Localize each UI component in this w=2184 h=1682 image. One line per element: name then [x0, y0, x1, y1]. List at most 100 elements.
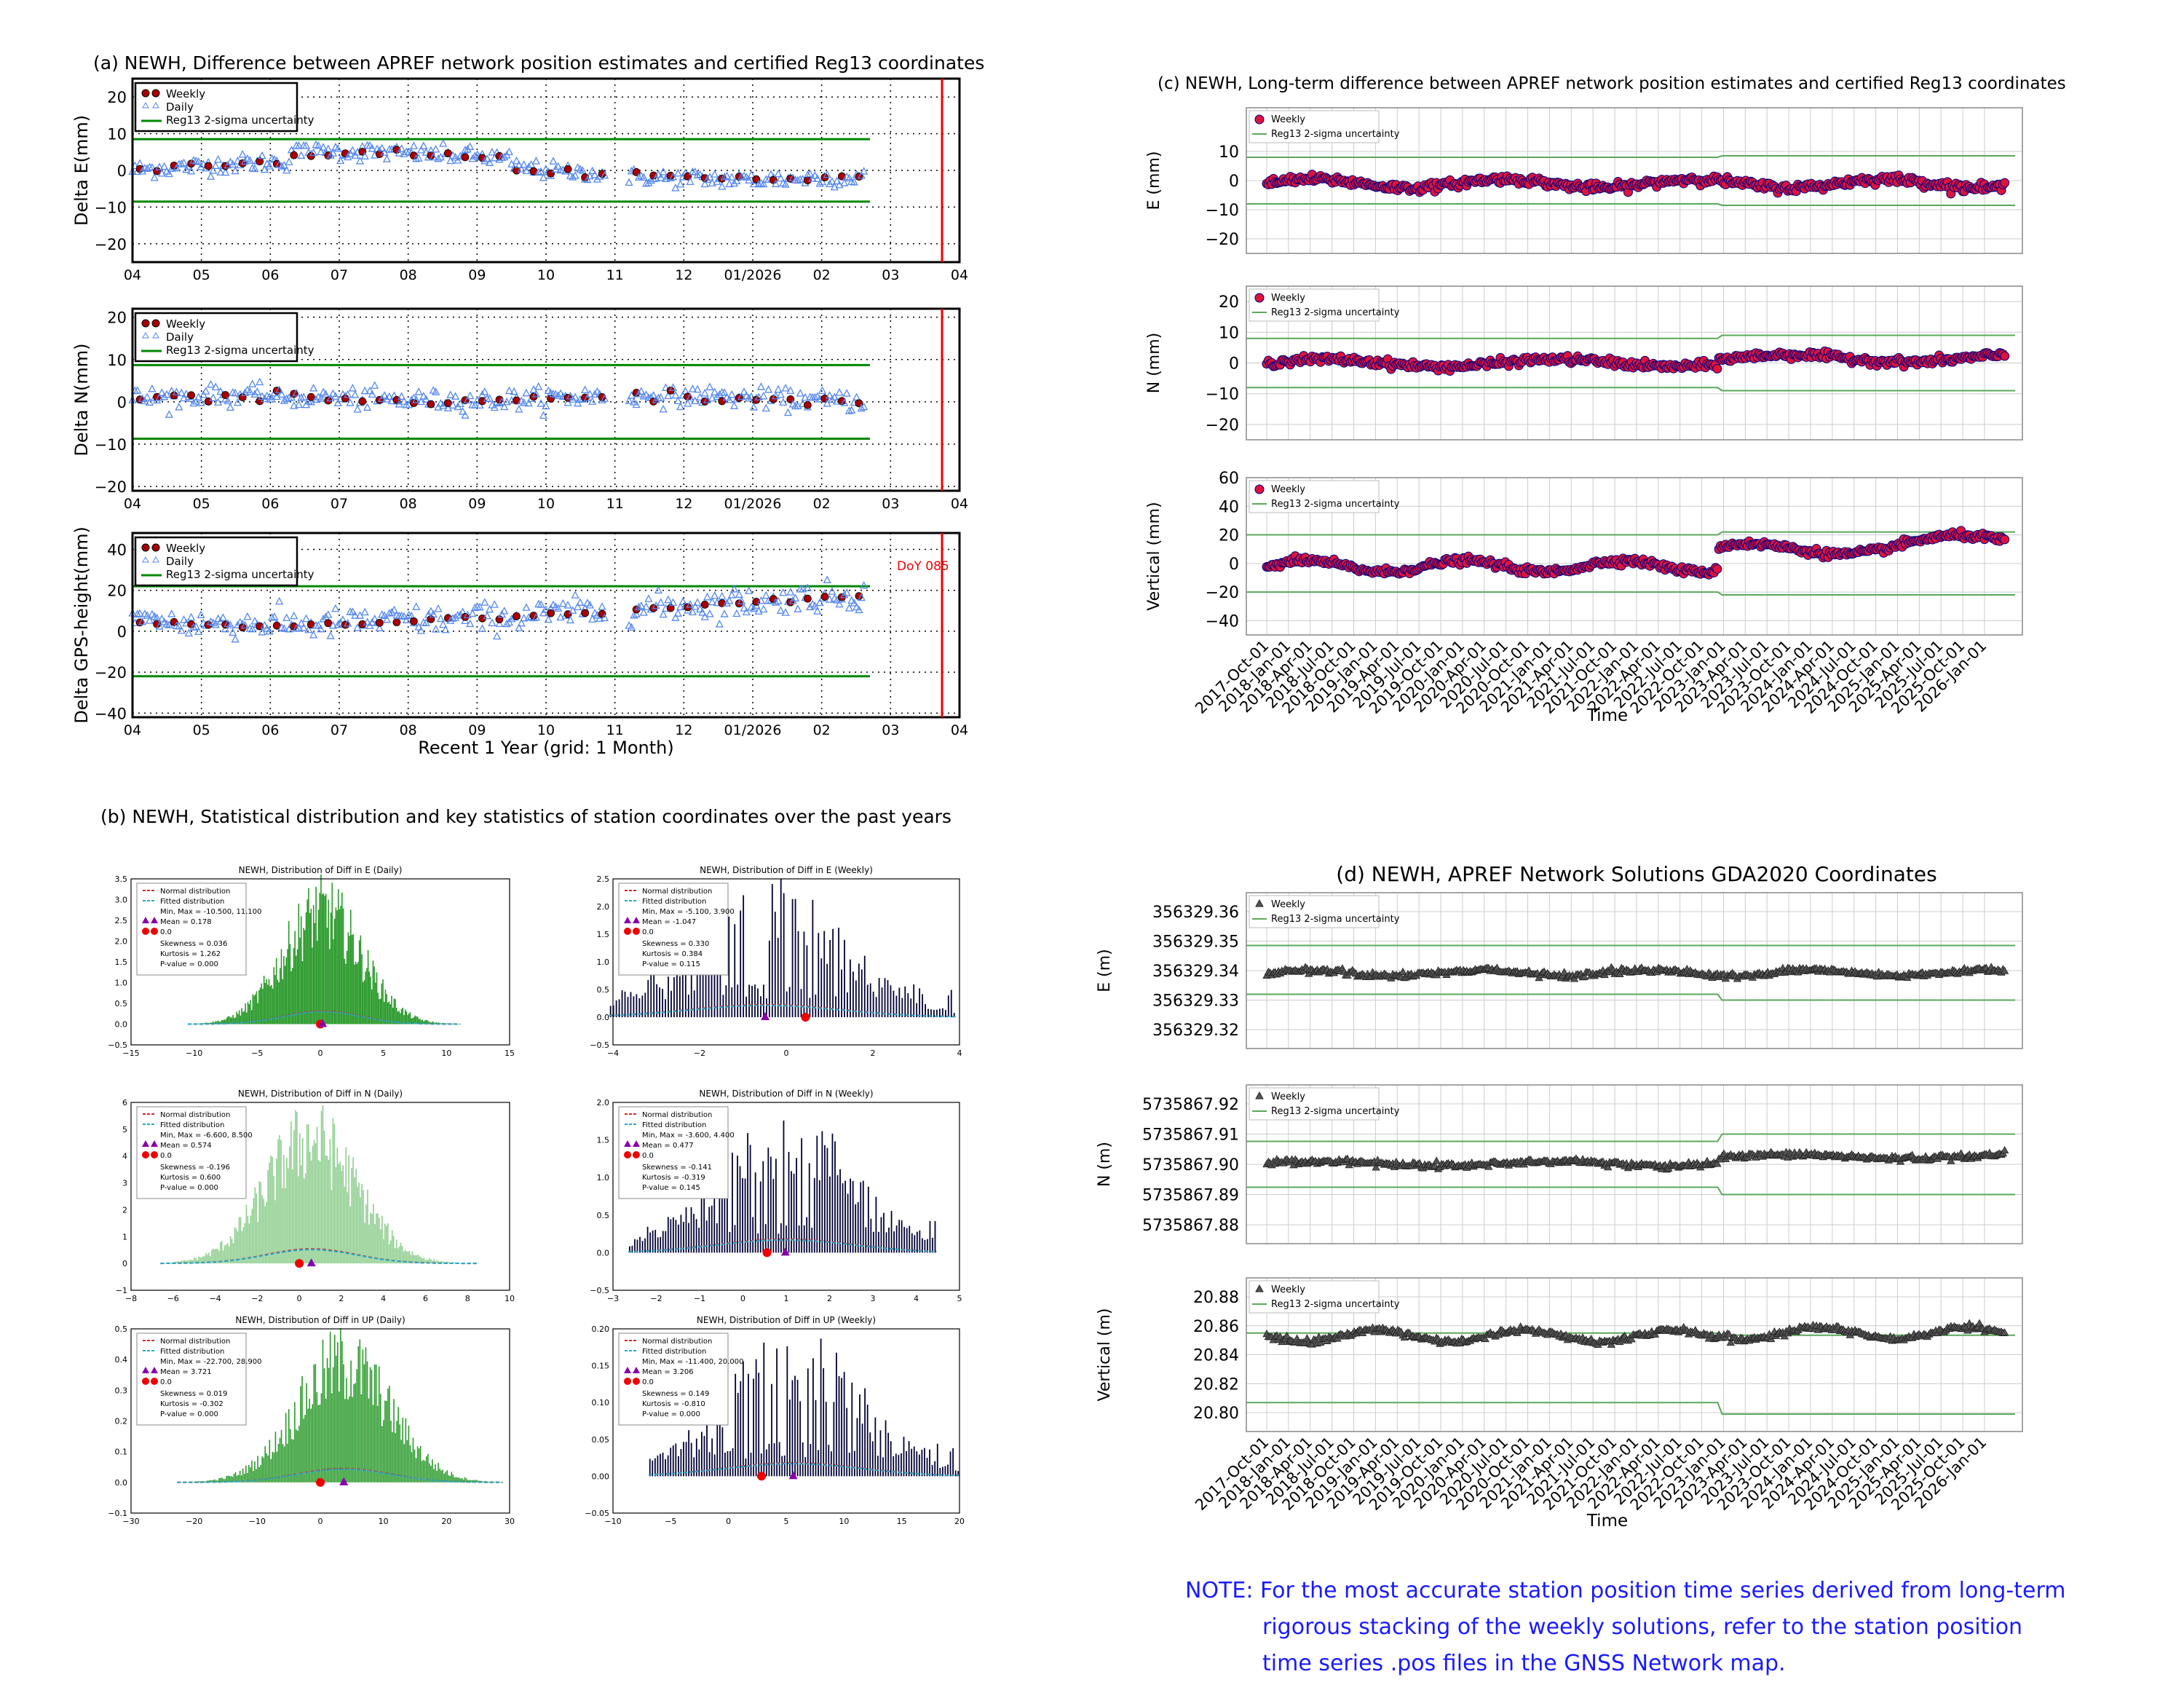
daily-marker	[332, 605, 339, 612]
y-axis-label: E (m)	[1096, 949, 1114, 992]
daily-marker	[440, 141, 446, 147]
y-tick-label: 2	[122, 1205, 127, 1215]
daily-marker	[256, 379, 263, 385]
panel-d-title: (d) NEWH, APREF Network Solutions GDA202…	[1336, 862, 1936, 886]
y-tick-label: 5735867.92	[1142, 1096, 1239, 1114]
daily-marker	[660, 611, 667, 617]
daily-marker	[695, 386, 701, 392]
weekly-marker	[188, 392, 195, 399]
x-tick-label: 5	[784, 1517, 789, 1526]
y-tick-label: 2.5	[115, 916, 128, 925]
daily-marker	[695, 599, 701, 606]
daily-marker	[215, 156, 221, 162]
normal-curve	[609, 1005, 956, 1016]
weekly-marker	[205, 162, 212, 170]
y-tick-label: 356329.36	[1152, 904, 1239, 922]
stat-kurtosis: Kurtosis = 0.384	[642, 950, 703, 958]
x-tick-label: 12	[675, 496, 692, 512]
sigma-upper-line	[1246, 336, 2015, 339]
weekly-marker	[2001, 535, 2009, 544]
daily-marker	[207, 381, 214, 387]
daily-marker	[447, 392, 454, 398]
daily-marker	[684, 400, 691, 406]
daily-marker	[232, 636, 239, 642]
daily-marker	[836, 389, 843, 395]
daily-marker	[240, 151, 246, 157]
daily-marker	[645, 596, 652, 602]
x-tick-label: 15	[897, 1517, 907, 1526]
legend-sigma-label: Reg13 2-sigma uncertainty	[1271, 499, 1400, 510]
legend-weekly-marker	[142, 90, 149, 97]
daily-marker	[824, 577, 831, 583]
sigma-lower-line	[1246, 1188, 2015, 1195]
x-tick-label: 11	[606, 496, 624, 512]
legend-fitted-label: Fitted distribution	[160, 1121, 224, 1129]
daily-marker	[797, 390, 804, 397]
daily-marker	[207, 173, 214, 180]
daily-marker	[643, 604, 649, 610]
weekly-marker	[462, 154, 469, 161]
normal-curve	[177, 1469, 502, 1482]
daily-marker	[352, 391, 358, 398]
y-tick-label: 356329.32	[1152, 1022, 1239, 1040]
weekly-marker	[359, 398, 366, 405]
panel-d-subplot-1: 356329.36356329.35356329.34356329.333563…	[1096, 893, 2022, 1049]
x-tick-label: 01/2026	[724, 267, 782, 283]
panel-a-xlabel: Recent 1 Year (grid: 1 Month)	[418, 738, 673, 758]
y-tick-label: 20	[107, 583, 127, 600]
x-tick-label: 04	[951, 267, 968, 283]
y-tick-label: 6	[122, 1098, 127, 1107]
stat-minmax: Min, Max = -22.700, 28.900	[160, 1358, 261, 1366]
stat-mean: Mean = 0.178	[160, 918, 212, 926]
y-tick-label: 0	[122, 1259, 127, 1268]
x-tick-label: 11	[606, 267, 624, 283]
weekly-marker	[1433, 1157, 1440, 1164]
x-tick-label: 04	[951, 496, 968, 512]
x-tick-label: 20	[441, 1517, 451, 1526]
x-tick-label: 07	[331, 267, 348, 283]
stat-pvalue: P-value = 0.000	[642, 1410, 700, 1418]
legend-normal-label: Normal distribution	[160, 1111, 230, 1119]
histogram-5: NEWH, Distribution of Diff in UP (Daily)…	[108, 1315, 515, 1526]
y-tick-label: 0.05	[592, 1435, 610, 1445]
daily-marker	[626, 179, 633, 186]
legend-normal-label: Normal distribution	[642, 1111, 712, 1119]
daily-marker	[844, 390, 850, 397]
x-tick-label: 06	[261, 722, 279, 738]
x-tick-label: 6	[423, 1294, 428, 1303]
daily-marker	[751, 404, 757, 411]
y-tick-label: 0.00	[592, 1472, 610, 1481]
x-tick-label: 0	[740, 1294, 745, 1303]
x-tick-label: 2	[871, 1049, 876, 1058]
y-tick-label: 0	[117, 623, 127, 641]
stat-kurtosis: Kurtosis = -0.810	[642, 1400, 705, 1408]
histogram-title: NEWH, Distribution of Diff in E (Weekly)	[700, 865, 873, 875]
x-tick-label: 05	[193, 722, 210, 738]
y-tick-label: 0.0	[115, 1020, 128, 1030]
mean-marker	[761, 1012, 769, 1020]
x-tick-label: 4	[381, 1294, 386, 1303]
y-tick-label: 0.1	[115, 1448, 128, 1457]
stat-mean: Mean = 3.206	[642, 1368, 694, 1376]
zero-marker	[757, 1472, 766, 1480]
x-tick-label: 0	[318, 1517, 323, 1526]
legend-weekly-label: Weekly	[1271, 293, 1305, 304]
normal-curve	[160, 1249, 478, 1263]
y-tick-label: −20	[1206, 416, 1239, 435]
daily-marker	[660, 406, 667, 412]
x-tick-label: 10	[505, 1294, 515, 1303]
weekly-marker	[582, 609, 589, 617]
sigma-upper-line	[1246, 1134, 2015, 1142]
legend-zero-marker	[151, 1378, 158, 1385]
legend-zero-marker	[624, 1378, 631, 1385]
legend-weekly-label: Weekly	[166, 317, 205, 331]
daily-marker	[488, 620, 495, 626]
y-tick-label: 10	[1219, 143, 1239, 162]
daily-marker	[328, 633, 334, 639]
daily-marker	[491, 601, 498, 608]
